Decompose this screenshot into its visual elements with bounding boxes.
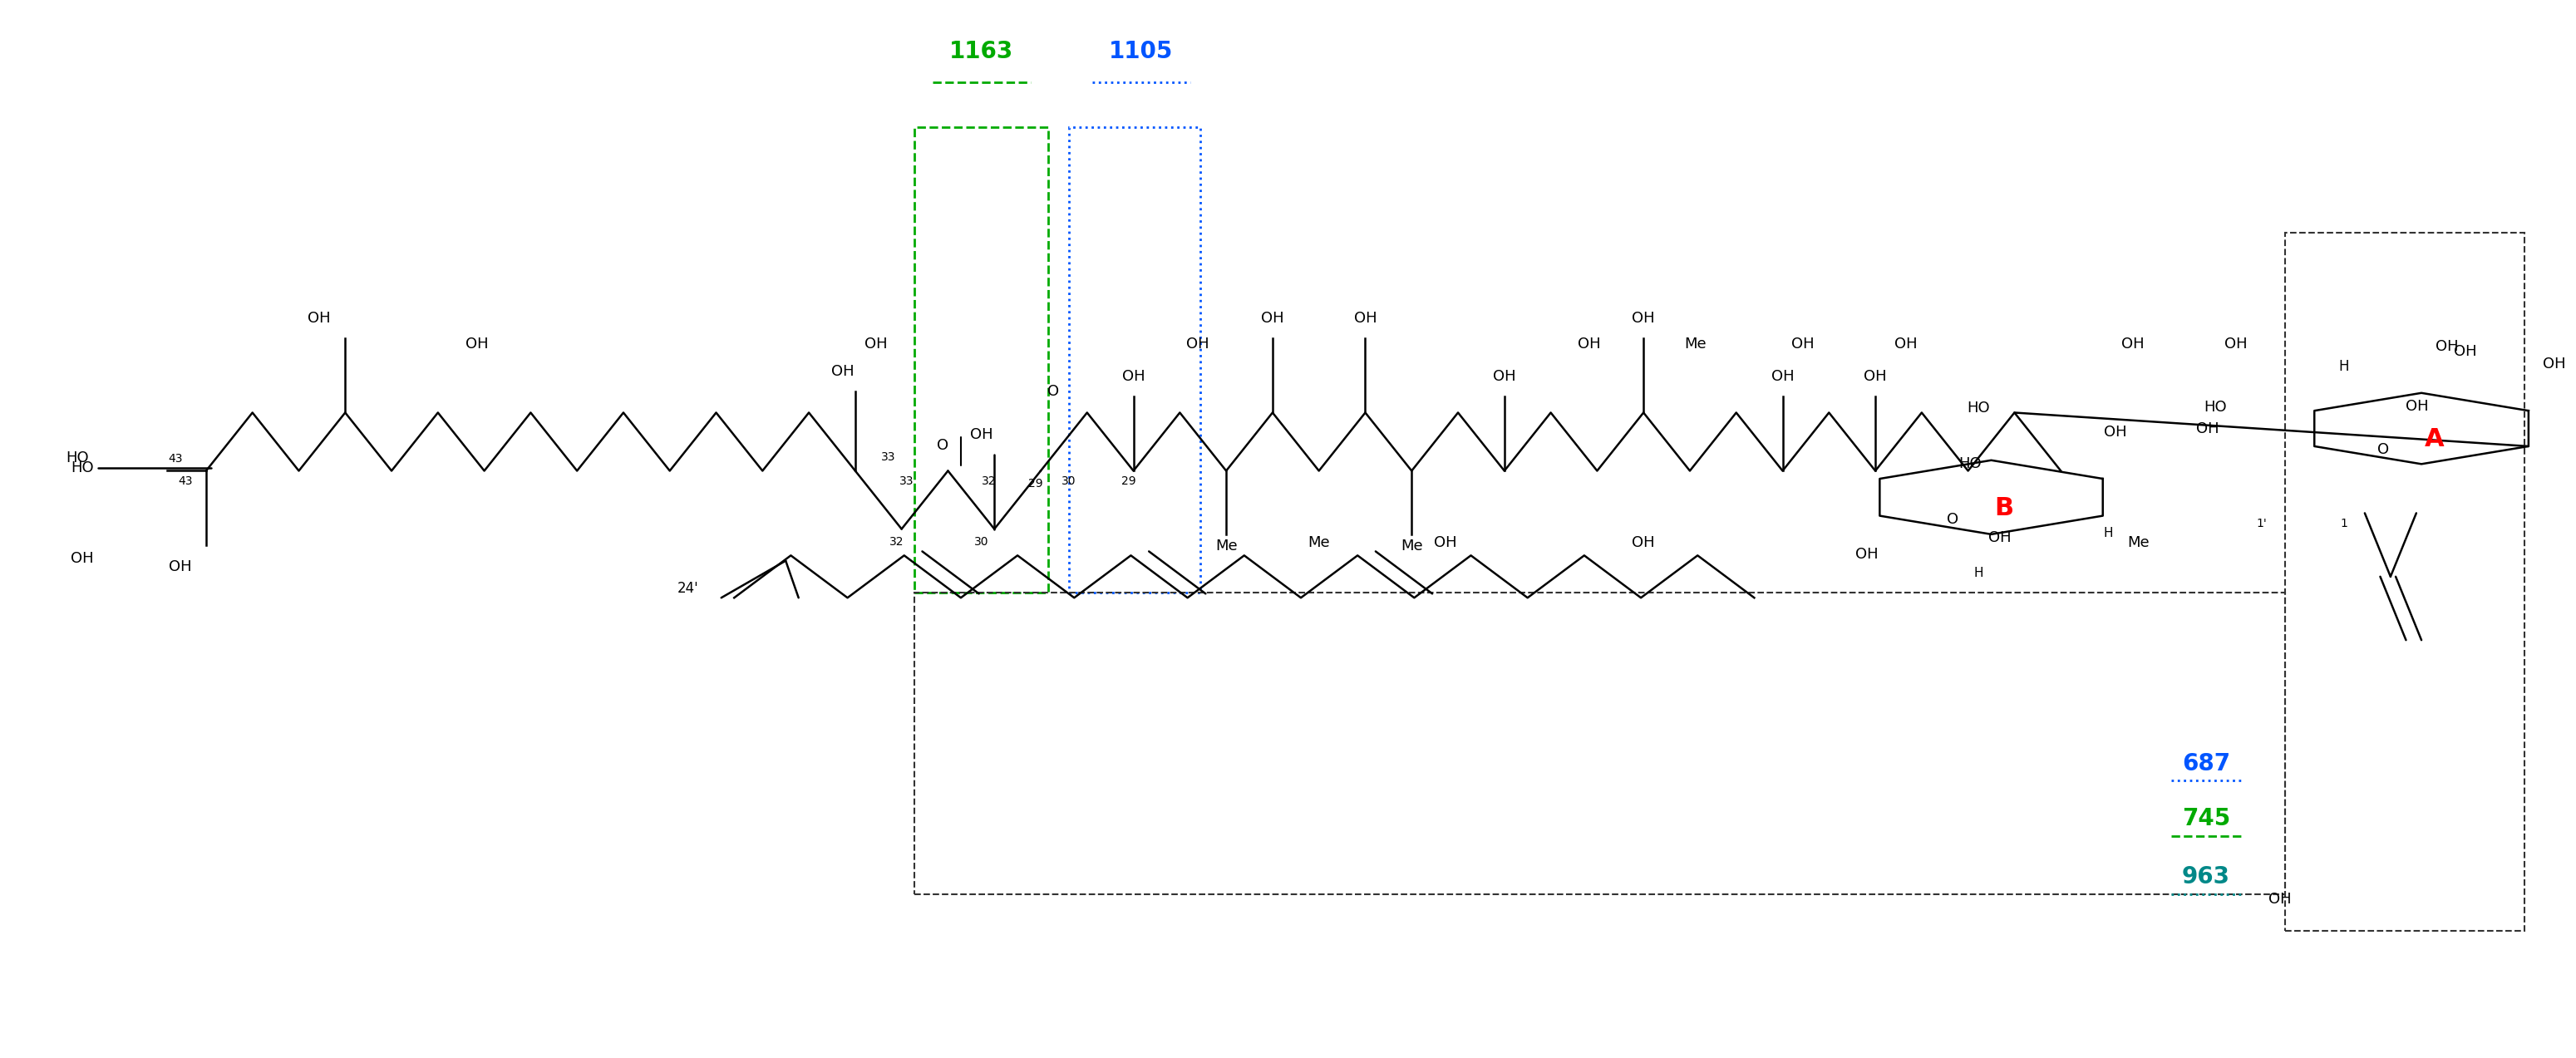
Text: 30: 30 [1061, 476, 1077, 487]
Text: Me: Me [1309, 535, 1329, 550]
Text: 32: 32 [981, 476, 997, 487]
Text: OH: OH [1633, 311, 1654, 326]
Text: H: H [2339, 359, 2349, 373]
Text: OH: OH [866, 336, 886, 351]
Text: HO: HO [2205, 400, 2226, 415]
Text: 1105: 1105 [1110, 40, 1172, 63]
Text: OH: OH [1579, 336, 1600, 351]
Text: 1163: 1163 [951, 40, 1012, 63]
Text: H: H [1973, 567, 1984, 579]
Text: 1': 1' [2257, 518, 2267, 529]
Text: OH: OH [1494, 369, 1515, 384]
Text: OH: OH [2543, 357, 2566, 371]
Text: 43: 43 [178, 476, 193, 487]
Text: HO: HO [1958, 457, 1981, 472]
Text: H: H [2102, 527, 2112, 540]
Text: Me: Me [2128, 535, 2148, 550]
Text: HO: HO [1968, 401, 1989, 416]
Text: OH: OH [2455, 344, 2476, 359]
Text: OH: OH [2226, 336, 2246, 351]
Text: OH: OH [1865, 369, 1886, 384]
Text: 963: 963 [2182, 865, 2231, 889]
Text: OH: OH [1633, 535, 1654, 550]
Text: 29: 29 [1121, 476, 1136, 487]
Text: O: O [1947, 512, 1958, 527]
Text: OH: OH [832, 364, 853, 379]
Text: OH: OH [2437, 339, 2458, 354]
Text: 32: 32 [889, 535, 904, 547]
Text: OH: OH [466, 336, 487, 351]
Text: Me: Me [1216, 539, 1236, 553]
Text: OH: OH [1123, 369, 1144, 384]
Text: OH: OH [1855, 547, 1878, 562]
Text: 687: 687 [2182, 752, 2231, 776]
Text: OH: OH [2105, 425, 2128, 440]
Text: 43: 43 [167, 453, 183, 464]
Text: OH: OH [1989, 531, 2012, 546]
Text: OH: OH [1188, 336, 1208, 351]
Text: OH: OH [1896, 336, 1917, 351]
Text: 24': 24' [677, 581, 698, 596]
Text: B: B [1994, 496, 2014, 519]
Text: O: O [1048, 384, 1059, 399]
Text: OH: OH [2123, 336, 2143, 351]
Text: OH: OH [971, 427, 992, 442]
Text: O: O [2378, 442, 2388, 457]
Text: A: A [2424, 427, 2445, 451]
Text: OH: OH [2197, 421, 2218, 436]
Text: 33: 33 [881, 451, 896, 462]
Text: OH: OH [72, 551, 93, 566]
Text: HO: HO [72, 460, 93, 475]
Text: 1: 1 [2342, 518, 2347, 529]
Text: OH: OH [2406, 399, 2429, 414]
Text: OH: OH [309, 311, 330, 326]
Text: Me: Me [1685, 336, 1705, 351]
Text: OH: OH [1262, 311, 1283, 326]
Text: 33: 33 [899, 476, 914, 487]
Text: OH: OH [2269, 892, 2290, 907]
Text: OH: OH [1772, 369, 1793, 384]
Text: 29: 29 [1028, 477, 1043, 489]
Text: 745: 745 [2182, 807, 2231, 831]
Text: 30: 30 [974, 535, 989, 547]
Text: OH: OH [170, 560, 191, 574]
Text: OH: OH [1793, 336, 1814, 351]
Text: HO: HO [67, 451, 88, 466]
Text: O: O [938, 438, 948, 453]
Text: Me: Me [1401, 539, 1422, 553]
Text: OH: OH [1435, 535, 1455, 550]
Text: OH: OH [1355, 311, 1376, 326]
